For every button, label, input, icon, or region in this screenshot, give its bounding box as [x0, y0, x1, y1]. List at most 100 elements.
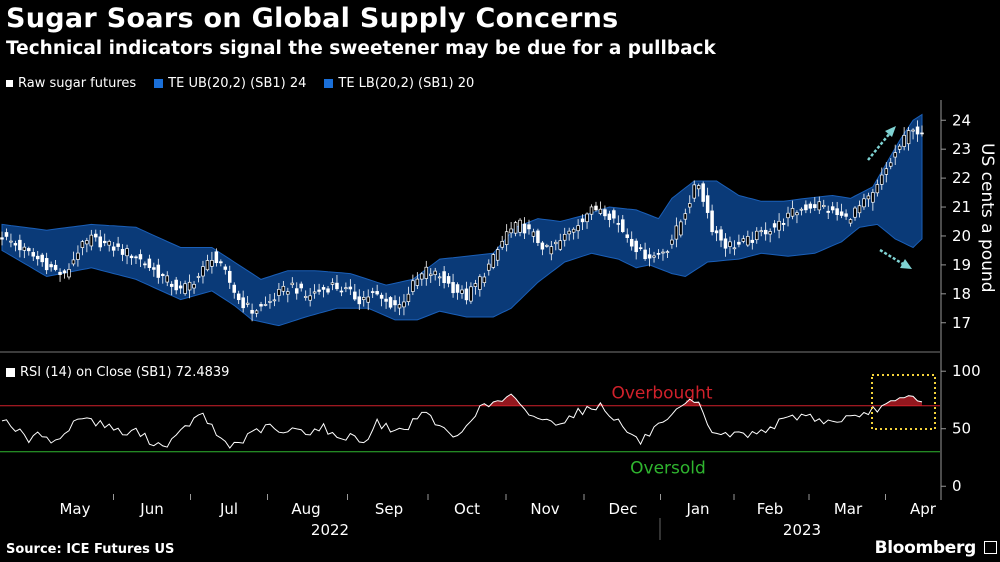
price-tick-label: 19: [952, 256, 971, 274]
candle-body: [527, 224, 531, 230]
candle-body: [616, 223, 621, 225]
candle-body: [549, 246, 554, 255]
candle-body: [504, 231, 509, 245]
candle-body: [312, 291, 317, 294]
bloomberg-logo: Bloomberg: [874, 538, 977, 558]
candle-body: [0, 237, 4, 240]
candle-body: [518, 219, 522, 233]
candle-body: [594, 205, 598, 211]
candle-body: [321, 287, 326, 290]
arrow-down-annotation: [879, 248, 904, 266]
candle-body: [826, 210, 830, 213]
candle-body: [420, 273, 424, 280]
candle-body: [397, 304, 402, 309]
candle-body: [152, 267, 156, 270]
x-year-label: 2023: [783, 521, 821, 539]
candle-body: [388, 297, 393, 308]
candle-body: [848, 219, 853, 224]
candle-body: [156, 264, 161, 278]
candle-body: [85, 240, 89, 245]
candle-body: [49, 264, 53, 268]
x-tick-month: Apr: [910, 500, 937, 518]
legend-label-lower-band: TE LB(20,2) (SB1) 20: [338, 76, 475, 91]
candle-body: [13, 243, 18, 246]
candle-body: [813, 204, 817, 208]
candle-body: [875, 184, 880, 194]
candle-body: [603, 209, 607, 217]
candle-body: [192, 283, 196, 289]
candle-body: [755, 230, 759, 241]
bollinger-band: [1, 113, 923, 327]
candle-body: [22, 246, 27, 251]
candle-body: [804, 204, 808, 211]
candle-body: [638, 247, 643, 250]
candle-body: [277, 289, 281, 296]
candle-body: [129, 255, 134, 259]
candle-body: [353, 291, 357, 300]
candle-body: [786, 212, 790, 219]
candle-body: [839, 211, 844, 216]
candle-body: [71, 259, 76, 265]
candle-body: [576, 225, 580, 232]
candle-body: [897, 145, 902, 150]
candle-body: [424, 266, 429, 279]
candle-body: [920, 132, 924, 135]
source-note: Source: ICE Futures US: [6, 542, 175, 557]
candle-body: [245, 302, 250, 305]
candle-body: [906, 130, 911, 145]
candle-body: [701, 183, 705, 202]
oversold-label: Oversold: [630, 459, 706, 479]
candle-body: [522, 223, 527, 234]
candle-body: [554, 241, 558, 245]
candle-body: [58, 271, 62, 275]
candle-body: [469, 286, 473, 302]
candle-body: [27, 248, 31, 252]
price-tick-label: 24: [952, 111, 971, 129]
candle-body: [808, 203, 813, 209]
candle-body: [799, 208, 804, 211]
x-tick-month: Mar: [834, 500, 863, 518]
candle-body: [531, 231, 536, 237]
candle-body: [437, 276, 442, 279]
candle-body: [53, 264, 58, 270]
x-tick-month: Dec: [608, 500, 637, 518]
rsi-tick-label: 0: [952, 477, 962, 495]
candle-body: [545, 245, 549, 247]
candle-body: [40, 254, 44, 263]
candle-body: [585, 213, 589, 223]
candle-body: [661, 251, 665, 254]
candle-body: [652, 255, 656, 258]
candle-body: [656, 253, 661, 255]
candle-body: [692, 184, 696, 199]
rsi-tick-label: 100: [952, 362, 981, 380]
candle-body: [411, 280, 415, 292]
candle-body: [433, 270, 437, 275]
legend-swatch-upper-band: [154, 79, 164, 88]
candle-body: [299, 283, 303, 289]
candle-body: [134, 256, 138, 259]
candle-body: [478, 276, 482, 290]
candle-body: [763, 229, 768, 235]
candle-body: [509, 228, 513, 234]
candle-body: [393, 300, 397, 306]
candle-body: [169, 283, 174, 287]
candle-body: [442, 271, 446, 284]
rsi-legend-swatch: [6, 368, 15, 377]
candle-body: [482, 276, 487, 284]
bloomberg-box-icon: [984, 541, 997, 554]
legend-swatch-raw-sugar: [6, 80, 13, 87]
candle-body: [629, 238, 634, 247]
candle-body: [35, 255, 40, 260]
candle-body: [446, 276, 451, 284]
candle-body: [741, 238, 746, 242]
candle-body: [857, 205, 862, 214]
candle-body: [161, 274, 165, 276]
candle-body: [183, 283, 187, 294]
chart-title: Sugar Soars on Global Supply Concerns: [6, 3, 619, 34]
candle-body: [540, 242, 545, 250]
candle-body: [174, 279, 178, 291]
legend: Raw sugar futures TE UB(20,2) (SB1) 24 T…: [6, 76, 474, 91]
candle-body: [768, 231, 772, 235]
candle-body: [290, 282, 295, 286]
candle-body: [120, 249, 125, 255]
